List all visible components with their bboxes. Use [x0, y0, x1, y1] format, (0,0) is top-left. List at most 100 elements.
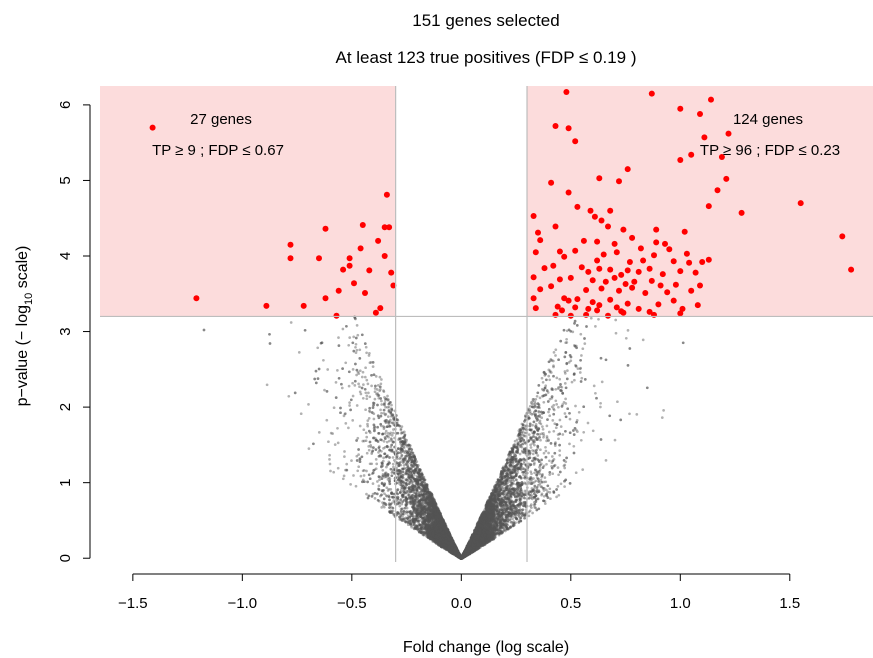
gene-point [557, 437, 560, 441]
gene-point [540, 493, 543, 497]
gene-point [489, 512, 494, 516]
gene-point [434, 515, 438, 519]
gene-point [369, 361, 373, 364]
gene-point [489, 508, 493, 512]
gene-point [532, 410, 536, 414]
gene-point [542, 451, 546, 455]
gene-point [545, 424, 549, 428]
gene-point [404, 496, 408, 500]
gene-point [307, 447, 311, 450]
gene-point [451, 548, 456, 552]
gene-point [466, 552, 470, 557]
gene-point [426, 486, 429, 490]
gene-point [460, 554, 465, 559]
gene-point [466, 547, 470, 552]
gene-point [449, 547, 453, 551]
gene-point [469, 550, 473, 555]
gene-point [490, 500, 495, 504]
gene-point [451, 544, 456, 548]
gene-point [423, 498, 426, 502]
gene-point [471, 536, 475, 540]
gene-point [448, 547, 452, 551]
gene-point [498, 511, 502, 514]
gene-point [445, 546, 449, 550]
gene-point [535, 394, 539, 398]
gene-point [431, 503, 435, 507]
gene-point [454, 549, 458, 553]
gene-point [508, 500, 511, 504]
gene-point [481, 510, 486, 515]
gene-point [511, 448, 515, 451]
gene-point [462, 554, 466, 558]
gene-point [492, 503, 496, 507]
gene-point [421, 496, 424, 499]
gene-point [451, 551, 455, 555]
gene-point [544, 384, 548, 388]
gene-point [565, 337, 568, 341]
gene-point [358, 424, 362, 428]
gene-point [422, 480, 426, 483]
gene-point [490, 514, 495, 518]
gene-point [347, 343, 351, 347]
gene-point [641, 338, 645, 342]
gene-point [484, 540, 489, 544]
gene-point [380, 378, 383, 381]
gene-point [503, 474, 507, 478]
gene-point [410, 470, 414, 473]
gene-point [532, 463, 536, 466]
gene-point [418, 499, 422, 503]
gene-point [419, 486, 422, 490]
gene-point [507, 460, 511, 464]
gene-point [427, 527, 431, 531]
gene-point [351, 368, 355, 371]
gene-point [369, 445, 373, 449]
gene-point [422, 477, 425, 480]
gene-point [506, 497, 510, 501]
gene-point [380, 506, 384, 509]
gene-point [469, 544, 474, 548]
gene-point [501, 508, 504, 512]
gene-point [444, 539, 448, 544]
gene-point [531, 423, 534, 427]
gene-point [470, 540, 475, 544]
gene-point [491, 510, 495, 514]
gene-point [514, 478, 518, 481]
gene-point [361, 439, 365, 443]
gene-point [455, 550, 460, 555]
gene-point [465, 546, 470, 550]
gene-point [353, 384, 357, 387]
gene-point [431, 498, 435, 502]
gene-point [466, 552, 470, 556]
gene-point [476, 545, 480, 549]
gene-point [428, 513, 432, 517]
gene-point [528, 509, 532, 513]
gene-point [487, 529, 491, 533]
gene-point [420, 475, 423, 478]
gene-point [378, 478, 381, 482]
gene-point [451, 549, 455, 554]
gene-point [457, 554, 461, 558]
gene-point [448, 544, 453, 549]
gene-point [365, 378, 369, 382]
gene-point [414, 527, 417, 531]
gene-point [497, 526, 501, 530]
gene-point [407, 449, 410, 453]
gene-point [511, 458, 515, 462]
gene-point [439, 544, 444, 549]
gene-point [527, 510, 531, 514]
gene-point [537, 403, 541, 406]
gene-point [426, 530, 429, 534]
gene-point [362, 428, 366, 432]
gene-point [444, 532, 449, 537]
gene-point [344, 412, 347, 415]
gene-point [509, 475, 513, 479]
gene-point [390, 403, 393, 407]
gene-point [474, 536, 479, 541]
gene-point [428, 496, 432, 500]
gene-point [500, 491, 503, 495]
gene-point [451, 542, 455, 546]
gene-point [470, 546, 474, 551]
gene-point [397, 471, 401, 474]
gene-point [366, 424, 370, 428]
gene-point [474, 527, 479, 531]
